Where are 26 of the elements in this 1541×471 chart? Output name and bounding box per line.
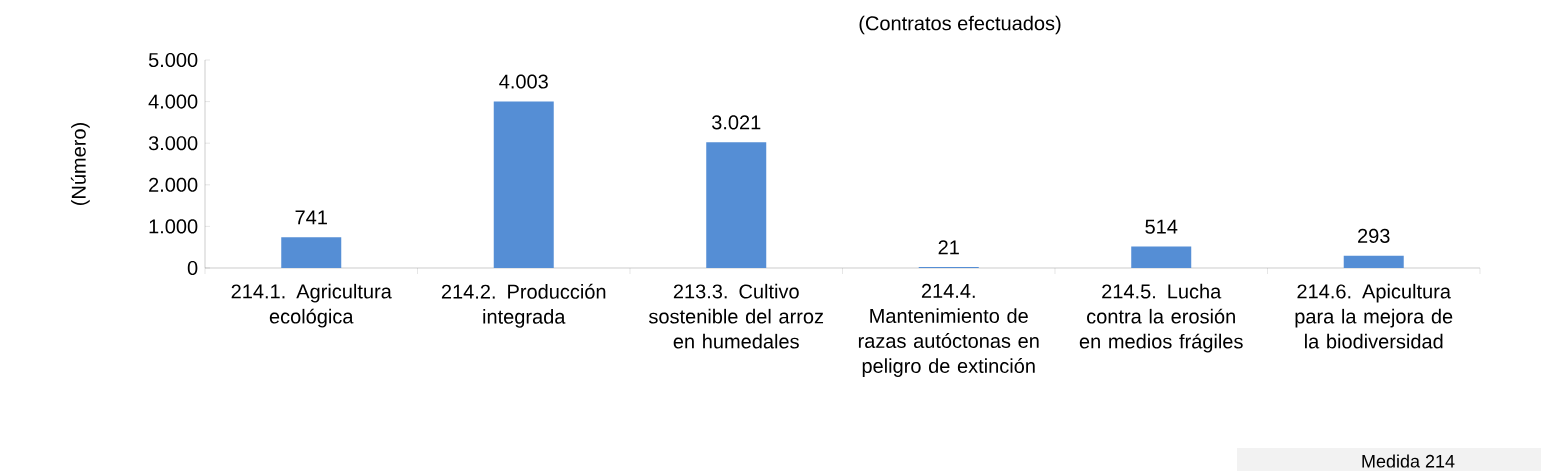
data-label: 514 [1145, 219, 1178, 234]
bar [1343, 255, 1404, 268]
bar [1131, 246, 1192, 268]
x-tick-label: 213.3. Cultivo sostenible del arroz en humedales [648, 283, 824, 349]
y-tick-label: 3.000 [148, 136, 198, 151]
y-tick-label: 1.000 [149, 219, 198, 234]
y-tick-label: 2.000 [149, 177, 198, 192]
data-label: 3.021 [711, 115, 761, 130]
x-tick-label: 214.4. Mantenimiento de razas autóctonas en peligro de extinción [858, 283, 1039, 377]
data-label: 4.003 [499, 74, 548, 89]
x-tick-label: 214.5. Lucha contra la erosión en medios frágiles [1079, 283, 1243, 353]
y-tick-label: 0 [187, 260, 198, 276]
x-tick-label: 214.6. Apicultura para la mejora de la biodiversidad [1295, 283, 1453, 349]
bar [281, 237, 342, 268]
bar [706, 142, 767, 268]
text: Medida 214 [1362, 454, 1455, 468]
chart-title: (Contratos efectuados) [859, 15, 1061, 35]
data-label: 21 [938, 240, 959, 255]
y-tick-label: 5.000 [148, 52, 198, 68]
y-tick-label: 4.000 [148, 94, 198, 109]
data-label: 741 [295, 210, 327, 225]
y-axis-title: (Número) [70, 123, 90, 205]
bar [493, 101, 554, 268]
x-tick-label: 214.1. Agricultura ecológica [231, 283, 392, 328]
x-tick-label: 214.2. Producción integrada [441, 283, 606, 328]
data-label: 293 [1358, 228, 1390, 243]
